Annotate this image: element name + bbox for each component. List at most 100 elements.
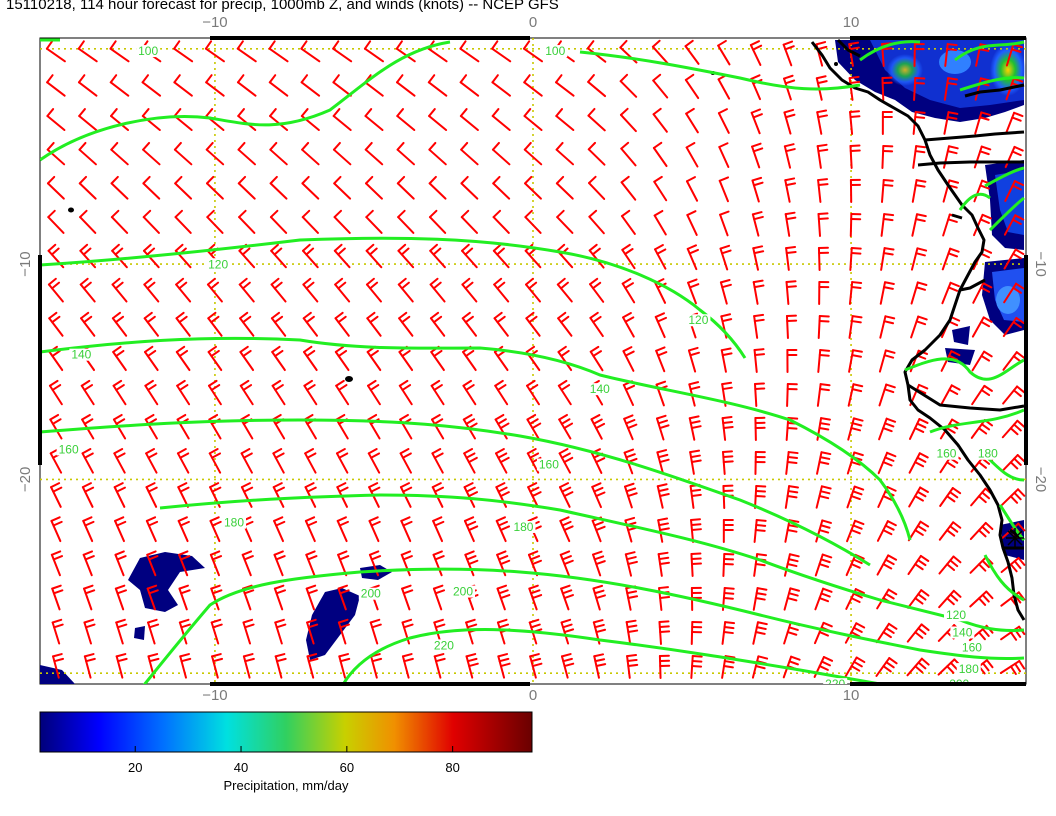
- wind-barb: [522, 40, 544, 63]
- wind-barb: [591, 482, 606, 509]
- wind-barb: [302, 311, 319, 337]
- wind-barb: [272, 482, 285, 508]
- wind-barb: [365, 243, 383, 269]
- wind-barb: [83, 618, 96, 645]
- wind-barb: [523, 108, 543, 131]
- wind-barb: [753, 313, 765, 339]
- wind-barb: [82, 516, 95, 543]
- wind-barb: [301, 175, 320, 200]
- wind-barb: [557, 311, 573, 337]
- wind-barb: [721, 416, 734, 441]
- wind-barb: [559, 550, 574, 577]
- wind-barb: [848, 315, 863, 339]
- wind-barb: [786, 348, 798, 373]
- wind-barb: [177, 516, 190, 543]
- wind-barb: [111, 277, 128, 303]
- wind-barb: [50, 516, 63, 543]
- wind-barb: [620, 209, 636, 235]
- wind-barb: [109, 40, 130, 63]
- wind-barb: [211, 653, 224, 679]
- wind-barb: [81, 448, 94, 474]
- wind-barb: [558, 482, 574, 508]
- wind-barb: [559, 516, 574, 543]
- wind-barb: [110, 108, 130, 131]
- contour-label-bg: [206, 258, 231, 271]
- wind-barb: [428, 175, 447, 200]
- wind-barb: [555, 108, 575, 131]
- wind-barb: [432, 584, 446, 611]
- wind-barb: [302, 277, 319, 303]
- wind-barb: [908, 486, 929, 508]
- wind-barb: [398, 379, 413, 406]
- wind-barb: [722, 519, 734, 543]
- gridlines: [40, 38, 1026, 684]
- wind-barb: [110, 141, 129, 166]
- wind-barb: [751, 142, 764, 169]
- wind-barb: [783, 108, 796, 135]
- wind-barb: [45, 40, 66, 63]
- wind-barb: [910, 281, 928, 305]
- wind-barb: [77, 40, 98, 63]
- wind-barb: [51, 584, 64, 611]
- contour-label: 140: [952, 625, 972, 639]
- wind-barb: [657, 517, 670, 543]
- wind-barb: [494, 448, 510, 474]
- wind-barb: [78, 175, 97, 200]
- wind-barb: [753, 348, 766, 373]
- wind-barb: [971, 384, 993, 406]
- wind-barb: [142, 209, 160, 234]
- wind-barb: [78, 141, 97, 166]
- wind-barb: [207, 345, 223, 372]
- wind-barb: [784, 177, 797, 203]
- wind-barb: [145, 448, 158, 474]
- wind-barb: [593, 653, 607, 679]
- wind-barb: [523, 141, 543, 166]
- contour-label: 120: [208, 257, 228, 271]
- wind-barb: [784, 519, 800, 543]
- wind-barb: [46, 108, 66, 131]
- wind-barb: [783, 587, 801, 611]
- wind-barb: [844, 622, 866, 644]
- wind-barb: [525, 311, 541, 337]
- wind-barb: [304, 516, 318, 543]
- wind-barb: [461, 311, 478, 337]
- wind-barb: [305, 584, 318, 611]
- wind-barb: [719, 210, 730, 237]
- wind-barb: [176, 448, 190, 474]
- wind-barb: [465, 653, 479, 679]
- wind-barb: [754, 485, 767, 509]
- contour-label-bg: [934, 447, 959, 460]
- wind-barb: [783, 74, 796, 101]
- wind-barb: [751, 211, 764, 237]
- wind-barb: [146, 584, 159, 611]
- wind-barb: [524, 175, 542, 200]
- contour-label-bg: [947, 678, 972, 684]
- wind-barb: [113, 448, 126, 474]
- wind-barb: [333, 243, 351, 269]
- wind-barb: [332, 141, 352, 166]
- wind-barb: [268, 40, 289, 63]
- wind-barb: [817, 246, 830, 271]
- wind-barb: [969, 590, 994, 608]
- wind-barb: [624, 551, 638, 577]
- wind-barb: [397, 243, 415, 269]
- wind-barb: [368, 482, 381, 508]
- wind-barb: [622, 346, 635, 372]
- wind-barb: [940, 384, 961, 406]
- wind-barb: [367, 379, 381, 406]
- wind-barb: [848, 349, 863, 373]
- wind-barb: [334, 277, 351, 303]
- wind-barb: [625, 619, 639, 645]
- colorbar-tick-label: 20: [128, 760, 142, 775]
- wind-barb: [205, 74, 225, 97]
- wind-barb: [397, 277, 414, 303]
- wind-barb: [717, 108, 730, 134]
- wind-barb: [941, 247, 960, 271]
- wind-barb: [816, 383, 831, 407]
- wind-barb: [908, 418, 929, 440]
- wind-barb: [82, 550, 95, 577]
- wind-barb: [685, 107, 699, 134]
- precip-colorbar: 20 40 60 80 Precipitation, mm/day: [39, 711, 533, 793]
- wind-barb: [49, 413, 63, 440]
- wind-barb: [461, 243, 478, 269]
